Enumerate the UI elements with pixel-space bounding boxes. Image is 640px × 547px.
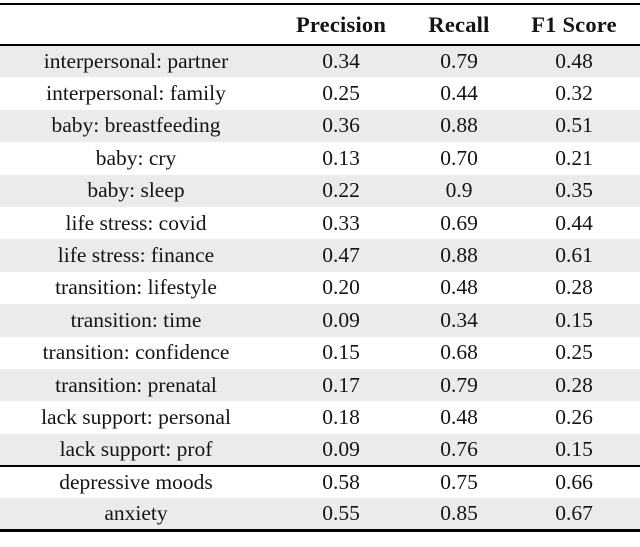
metric-value: 0.15 xyxy=(555,436,593,461)
table-row: transition: prenatal 0.17 0.79 0.28 xyxy=(0,368,640,402)
row-label: baby: cry xyxy=(95,145,177,170)
row-label: anxiety xyxy=(104,501,168,526)
metric-value: 0.48 xyxy=(440,275,478,300)
metric-value: 0.44 xyxy=(440,81,478,106)
metric-value: 0.20 xyxy=(322,275,360,300)
metric-value: 0.68 xyxy=(440,340,478,365)
metric-value: 0.70 xyxy=(440,145,478,170)
table-body-categories: interpersonal: partner 0.34 0.79 0.48 interp… xyxy=(0,45,640,467)
table-body-summary: depressive moods 0.58 0.75 0.66 anxiety 0.55 0… xyxy=(0,466,640,531)
table-row: transition: lifestyle 0.20 0.48 0.28 xyxy=(0,272,640,304)
row-label: baby: breastfeeding xyxy=(51,113,221,138)
metric-value: 0.55 xyxy=(322,501,360,526)
col-header-precision: Precision xyxy=(295,11,387,37)
row-label: transition: confidence xyxy=(42,340,230,365)
row-label: baby: sleep xyxy=(87,178,185,203)
metric-value: 0.32 xyxy=(555,81,593,106)
table-header-row: Precision Recall F1 Score xyxy=(0,4,640,45)
table-row: transition: confidence 0.15 0.68 0.25 xyxy=(0,337,640,369)
metric-value: 0.79 xyxy=(440,49,478,74)
row-label: transition: time xyxy=(70,307,202,332)
metric-value: 0.34 xyxy=(322,49,360,74)
table-row: life stress: finance 0.47 0.88 0.61 xyxy=(0,239,640,272)
table-row: interpersonal: partner 0.34 0.79 0.48 xyxy=(0,45,640,78)
table-row: lack support: personal 0.18 0.48 0.26 xyxy=(0,401,640,433)
metric-value: 0.48 xyxy=(555,49,593,74)
row-label: lack support: prof xyxy=(59,436,213,461)
col-header-recall: Recall xyxy=(428,11,490,37)
col-header-empty xyxy=(0,4,272,45)
metric-value: 0.48 xyxy=(440,404,478,429)
metric-value: 0.13 xyxy=(322,145,360,170)
col-header-f1-score: F1 Score xyxy=(531,11,617,37)
metric-value: 0.35 xyxy=(555,178,593,203)
metric-value: 0.34 xyxy=(440,307,478,332)
metric-value: 0.58 xyxy=(322,470,360,495)
row-label: interpersonal: partner xyxy=(43,49,229,74)
metric-value: 0.17 xyxy=(322,372,360,397)
row-label: life stress: finance xyxy=(57,243,215,268)
metric-value: 0.76 xyxy=(440,436,478,461)
metric-value: 0.15 xyxy=(322,340,360,365)
metric-value: 0.9 xyxy=(445,178,473,203)
metric-value: 0.09 xyxy=(322,436,360,461)
metric-value: 0.15 xyxy=(555,307,593,332)
metric-value: 0.66 xyxy=(555,470,593,495)
metric-value: 0.26 xyxy=(555,404,593,429)
metric-value: 0.33 xyxy=(322,210,360,235)
row-label: depressive moods xyxy=(59,470,213,495)
table-row: baby: sleep 0.22 0.9 0.35 xyxy=(0,174,640,207)
metric-value: 0.44 xyxy=(555,210,593,235)
metric-value: 0.28 xyxy=(555,372,593,397)
row-label: lack support: personal xyxy=(41,404,231,429)
metric-value: 0.21 xyxy=(555,145,593,170)
metric-value: 0.36 xyxy=(322,113,360,138)
metric-value: 0.67 xyxy=(555,501,593,526)
metric-value: 0.25 xyxy=(322,81,360,106)
row-label: interpersonal: family xyxy=(46,81,226,106)
table-row: depressive moods 0.58 0.75 0.66 xyxy=(0,466,640,498)
table-row: lack support: prof 0.09 0.76 0.15 xyxy=(0,433,640,467)
metric-value: 0.47 xyxy=(322,243,360,268)
row-label: transition: prenatal xyxy=(55,372,217,397)
table-row: baby: cry 0.13 0.70 0.21 xyxy=(0,142,640,174)
metric-value: 0.85 xyxy=(440,501,478,526)
row-label: transition: lifestyle xyxy=(55,275,217,300)
metric-value: 0.88 xyxy=(440,243,478,268)
table-row: anxiety 0.55 0.85 0.67 xyxy=(0,498,640,531)
row-label: life stress: covid xyxy=(65,210,207,235)
metric-value: 0.69 xyxy=(440,210,478,235)
metric-value: 0.79 xyxy=(440,372,478,397)
metric-value: 0.25 xyxy=(555,340,593,365)
table-row: transition: time 0.09 0.34 0.15 xyxy=(0,304,640,337)
table-row: life stress: covid 0.33 0.69 0.44 xyxy=(0,207,640,239)
metrics-table: Precision Recall F1 Score interpersonal:… xyxy=(0,3,640,533)
metric-value: 0.61 xyxy=(555,243,593,268)
table-header: Precision Recall F1 Score xyxy=(0,4,640,45)
metric-value: 0.28 xyxy=(555,275,593,300)
metric-value: 0.75 xyxy=(440,470,478,495)
metric-value: 0.18 xyxy=(322,404,360,429)
table-row: interpersonal: family 0.25 0.44 0.32 xyxy=(0,77,640,109)
metric-value: 0.22 xyxy=(322,178,360,203)
table-row: baby: breastfeeding 0.36 0.88 0.51 xyxy=(0,109,640,143)
metric-value: 0.51 xyxy=(555,113,593,138)
metric-value: 0.09 xyxy=(322,307,360,332)
metric-value: 0.88 xyxy=(440,113,478,138)
